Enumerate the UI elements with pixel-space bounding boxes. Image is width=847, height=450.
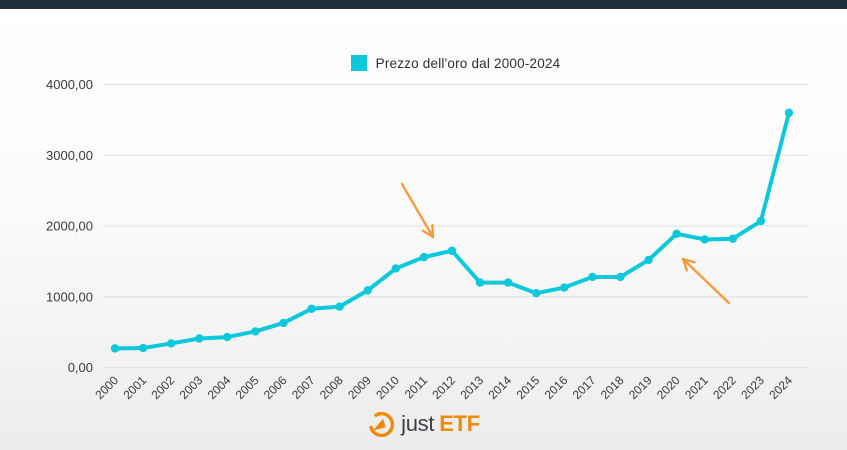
justetf-logo: just ETF: [0, 409, 847, 439]
arrow-pointing-to-2012-peak: [400, 182, 435, 239]
x-axis-labels: 2000 2001 2002 2003 2004 2005 2006 2007 2008 2009…: [92, 373, 795, 402]
data-points: [110, 108, 794, 353]
x-tick-label: 2007: [289, 373, 318, 402]
data-point-2007: [307, 304, 316, 313]
y-tick-label: 0,00: [68, 360, 93, 375]
y-axis-grid: 0,00 1000,00 2000,00 3000,00 4000,00: [46, 77, 808, 375]
x-tick-label: 2014: [486, 373, 515, 402]
x-tick-label: 2006: [261, 373, 290, 402]
data-point-2024: [784, 108, 794, 118]
data-point-2004: [223, 332, 232, 342]
data-point-2022: [728, 234, 738, 243]
data-point-2018: [616, 272, 625, 282]
legend-swatch: [350, 55, 367, 71]
data-point-2006: [279, 318, 288, 328]
data-point-2014: [503, 278, 513, 287]
data-point-2002: [166, 339, 176, 348]
x-tick-label: 2001: [120, 373, 149, 402]
x-tick-label: 2016: [542, 373, 571, 402]
logo-text-just: just: [401, 411, 435, 436]
justetf-gauge-icon: [369, 411, 395, 437]
legend-label: Prezzo dell'oro dal 2000-2024: [375, 55, 561, 71]
data-point-2017: [588, 272, 597, 282]
y-tick-label: 1000,00: [46, 289, 93, 304]
x-tick-label: 2000: [92, 373, 121, 402]
x-tick-label: 2005: [233, 373, 262, 402]
data-point-2005: [251, 327, 260, 336]
data-point-2001: [138, 343, 148, 353]
x-tick-label: 2018: [598, 373, 627, 402]
x-tick-label: 2024: [766, 373, 795, 402]
x-tick-label: 2009: [345, 373, 374, 402]
data-point-2023: [756, 216, 766, 226]
data-point-2008: [335, 302, 344, 311]
gauge-ring: [369, 411, 395, 437]
x-tick-label: 2008: [317, 373, 346, 402]
data-point-2003: [195, 334, 204, 343]
x-tick-label: 2021: [682, 373, 711, 402]
y-tick-label: 3000,00: [46, 148, 93, 163]
top-bar: [0, 0, 847, 9]
y-tick-label: 2000,00: [46, 219, 93, 234]
data-point-2020: [672, 229, 681, 238]
x-tick-label: 2023: [738, 373, 767, 402]
chart-legend: Prezzo dell'oro dal 2000-2024: [103, 55, 808, 71]
x-tick-label: 2004: [205, 373, 234, 402]
x-tick-label: 2017: [570, 373, 599, 402]
price-line: [113, 110, 791, 351]
x-tick-label: 2003: [177, 373, 206, 402]
x-tick-label: 2019: [626, 373, 655, 402]
data-point-2019: [644, 255, 653, 265]
data-point-2011: [419, 252, 429, 262]
x-tick-label: 2011: [402, 373, 430, 401]
data-point-2016: [560, 283, 569, 292]
data-point-2021: [700, 235, 709, 244]
x-tick-label: 2022: [710, 373, 739, 402]
y-tick-label: 4000,00: [46, 77, 93, 92]
data-point-2000: [110, 344, 120, 353]
x-tick-label: 2012: [429, 373, 458, 402]
arrow-pointing-to-2020-value: [681, 257, 731, 305]
x-tick-label: 2013: [457, 373, 486, 402]
gauge-needle: [372, 418, 386, 431]
x-tick-label: 2020: [654, 373, 683, 402]
data-point-2009: [363, 286, 372, 295]
logo-text-etf: ETF: [439, 411, 480, 436]
data-point-2013: [475, 278, 485, 287]
x-tick-label: 2015: [514, 373, 543, 402]
data-point-2010: [391, 264, 401, 273]
x-tick-label: 2002: [149, 373, 178, 402]
data-point-2012: [447, 246, 457, 255]
data-point-2015: [532, 289, 541, 298]
x-tick-label: 2010: [373, 373, 402, 402]
